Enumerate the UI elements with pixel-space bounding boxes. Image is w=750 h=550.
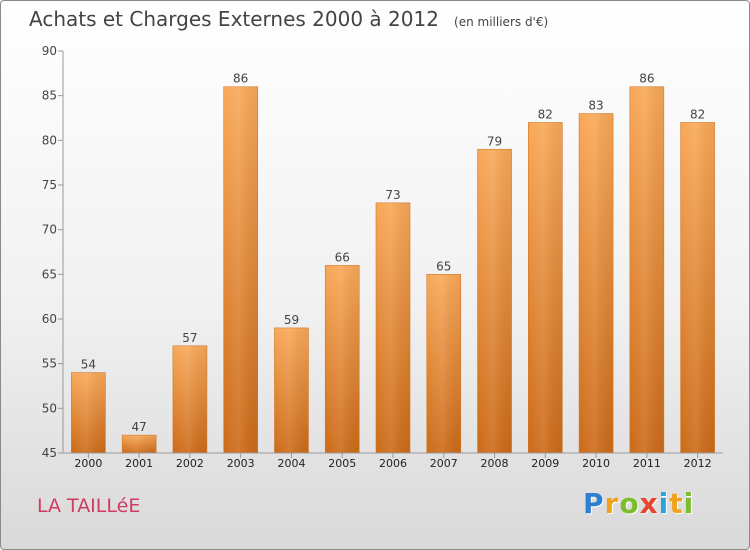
chart-title-unit: (en milliers d'€) [454, 15, 549, 29]
bar-shine-2005 [325, 265, 360, 453]
x-tick-label: 2002 [176, 457, 204, 470]
x-tick-label: 2011 [633, 457, 661, 470]
x-tick-label: 2006 [379, 457, 407, 470]
data-label: 47 [132, 420, 147, 434]
bar-shine-2002 [172, 345, 207, 453]
data-label: 65 [436, 259, 451, 273]
x-tick-label: 2012 [684, 457, 712, 470]
y-tick-label: 80 [42, 133, 57, 147]
bar-shine-2003 [223, 86, 258, 453]
chart-title: Achats et Charges Externes 2000 à 2012 (… [29, 7, 548, 31]
location-name: LA TAILLéE [37, 495, 141, 517]
x-tick-label: 2008 [481, 457, 509, 470]
data-label: 57 [182, 331, 197, 345]
y-tick-label: 45 [42, 446, 57, 460]
y-tick-label: 85 [42, 89, 57, 103]
data-label: 82 [538, 107, 553, 121]
bar-shine-2008 [477, 149, 512, 453]
x-tick-label: 2009 [531, 457, 559, 470]
bar-shine-2010 [579, 113, 614, 454]
y-ticks-layer: 45 50 55 60 65 70 75 80 85 90 [42, 44, 63, 460]
x-tick-label: 2005 [328, 457, 356, 470]
bar-shine-2004 [274, 327, 309, 453]
bars-layer [71, 86, 715, 454]
proxiti-logo[interactable]: Proxiti [583, 487, 695, 520]
y-tick-label: 75 [42, 178, 57, 192]
data-label: 59 [284, 313, 299, 327]
x-tick-label: 2000 [74, 457, 102, 470]
data-label: 79 [487, 134, 502, 148]
chart-title-main: Achats et Charges Externes 2000 à 2012 [29, 7, 439, 31]
data-label: 54 [81, 358, 96, 372]
bar-shine-2011 [629, 86, 664, 453]
bar-shine-2012 [680, 122, 715, 453]
x-tick-label: 2001 [125, 457, 153, 470]
y-tick-label: 90 [42, 44, 57, 58]
data-label: 82 [690, 107, 705, 121]
x-tick-label: 2010 [582, 457, 610, 470]
data-label: 73 [385, 188, 400, 202]
x-tick-label: 2007 [430, 457, 458, 470]
x-tick-label: 2003 [227, 457, 255, 470]
data-label: 86 [233, 72, 248, 86]
data-labels-layer: 54 47 57 86 59 66 73 65 79 82 83 86 82 [81, 72, 706, 434]
y-tick-label: 55 [42, 357, 57, 371]
bar-shine-2006 [376, 202, 410, 453]
bar-shine-2007 [426, 274, 461, 453]
y-tick-label: 60 [42, 312, 57, 326]
x-ticks-layer: 2000 2001 2002 2003 2004 2005 2006 2007 2008 2009… [74, 453, 712, 470]
data-label: 66 [335, 250, 350, 264]
y-tick-label: 50 [42, 401, 57, 415]
bar-shine-2000 [71, 372, 106, 453]
x-tick-label: 2004 [277, 457, 305, 470]
y-tick-label: 65 [42, 267, 57, 281]
data-label: 83 [588, 99, 603, 113]
data-label: 86 [639, 72, 654, 86]
y-tick-label: 70 [42, 223, 57, 237]
bar-shine-2001 [122, 435, 157, 453]
bar-shine-2009 [528, 122, 563, 453]
